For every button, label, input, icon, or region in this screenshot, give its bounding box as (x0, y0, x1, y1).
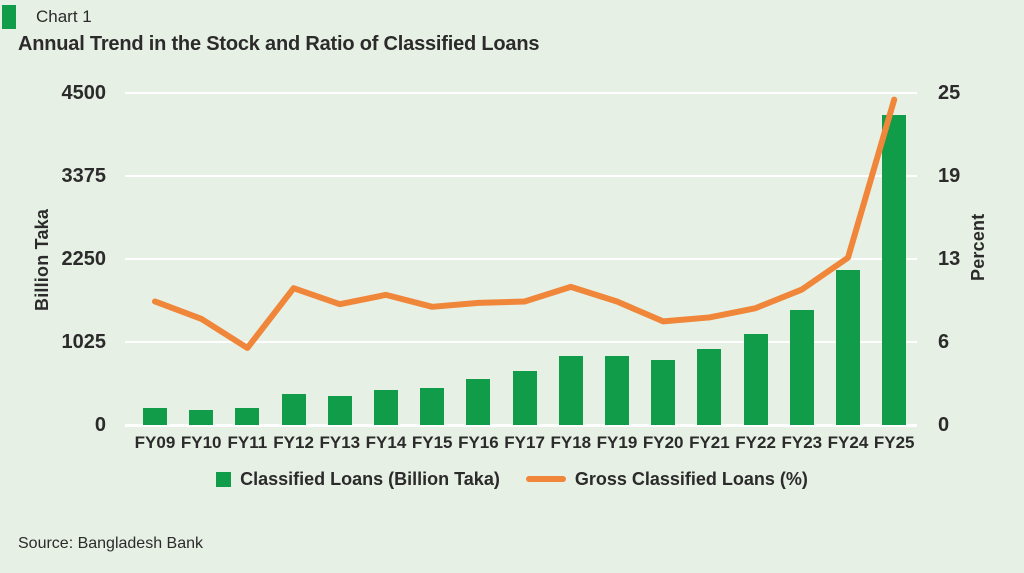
x-tick-FY24: FY24 (827, 433, 869, 452)
gridline-4500 (125, 92, 917, 94)
x-tick-FY22: FY22 (735, 433, 776, 452)
x-tick-FY14: FY14 (365, 433, 407, 452)
right-tick-19: 19 (938, 165, 961, 187)
bar-swatch-icon (216, 471, 232, 487)
legend-label: Gross Classified Loans (%) (574, 468, 808, 489)
bar-FY15 (420, 387, 445, 425)
bar-FY20 (651, 360, 676, 425)
bar-FY13 (327, 395, 352, 425)
bar-FY19 (605, 355, 629, 425)
bar-FY16 (466, 379, 491, 425)
x-tick-FY17: FY17 (504, 433, 545, 452)
legend: Classified Loans (Billion Taka) Gross Cl… (0, 464, 1024, 494)
line-path (152, 96, 898, 351)
legend-item-classified-loans: Classified Loans (Billion Taka) (216, 469, 500, 490)
x-tick-FY23: FY23 (781, 433, 823, 452)
x-tick-FY15: FY15 (411, 433, 453, 452)
x-tick-FY19: FY19 (596, 433, 638, 452)
bar-FY24 (836, 270, 860, 425)
x-tick-FY18: FY18 (550, 433, 592, 452)
left-tick-2250: 2250 (61, 248, 107, 270)
legend-item-gross-classified-loans: Gross Classified Loans (%) (525, 468, 808, 490)
right-tick-13: 13 (938, 248, 961, 270)
source-note: Source: Bangladesh Bank (18, 535, 204, 552)
gridline-0 (125, 423, 917, 427)
bar-FY21 (697, 349, 722, 425)
bar-FY22 (743, 333, 768, 425)
left-tick-1025: 1025 (61, 331, 107, 353)
left-tick-3375: 3375 (61, 165, 107, 187)
bar-FY10 (189, 409, 214, 425)
bar-FY23 (789, 309, 814, 425)
bar-FY12 (281, 394, 306, 425)
kicker-chip-icon (2, 5, 16, 29)
x-tick-FY16: FY16 (458, 433, 499, 452)
legend-label: Classified Loans (Billion Taka) (240, 468, 500, 489)
bar-FY17 (512, 370, 537, 425)
right-tick-6: 6 (938, 331, 950, 353)
right-tick-0: 0 (938, 414, 950, 436)
bar-FY14 (374, 389, 398, 425)
bar-FY25 (882, 115, 907, 425)
x-tick-FY11: FY11 (227, 433, 268, 452)
x-tick-FY25: FY25 (873, 433, 915, 452)
left-tick-0: 0 (94, 414, 106, 436)
plot-area (125, 92, 917, 427)
right-tick-25: 25 (938, 82, 961, 104)
right-axis-title: Percent (968, 213, 988, 282)
left-tick-4500: 4500 (61, 82, 107, 104)
line-swatch-icon (525, 476, 566, 482)
gross-classified-loans-line (152, 96, 898, 351)
x-tick-FY20: FY20 (642, 433, 684, 452)
x-tick-FY09: FY09 (134, 433, 176, 452)
gridline-3375 (125, 175, 917, 177)
chart-kicker: Chart 1 (36, 7, 92, 26)
bar-FY11 (235, 408, 260, 425)
bar-FY09 (143, 408, 167, 425)
x-tick-FY12: FY12 (273, 433, 314, 452)
x-tick-FY21: FY21 (689, 433, 730, 452)
x-tick-FY10: FY10 (180, 433, 222, 452)
bar-FY18 (558, 356, 583, 425)
gridline-2250 (125, 258, 917, 260)
chart-title: Annual Trend in the Stock and Ratio of C… (18, 33, 540, 55)
x-tick-FY13: FY13 (319, 433, 361, 452)
gridline-1025 (125, 341, 917, 343)
